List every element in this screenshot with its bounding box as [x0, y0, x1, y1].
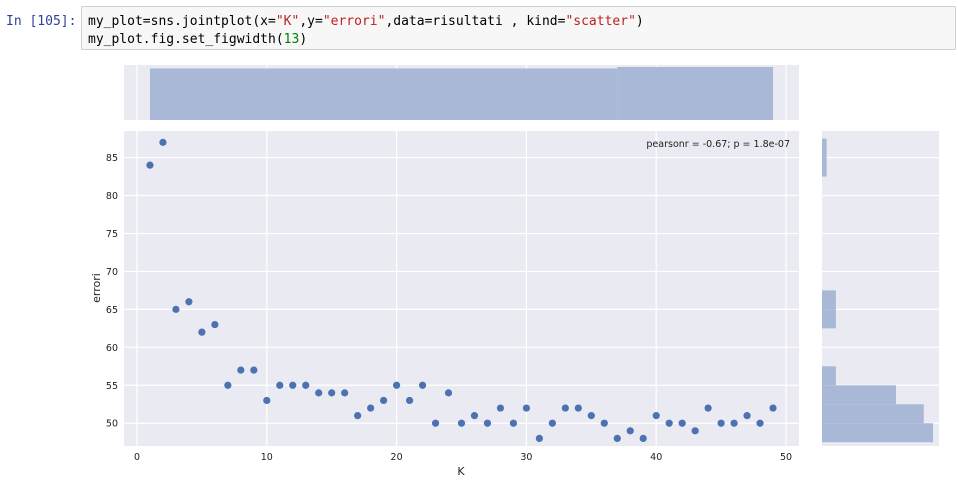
marginal-y-bar: [822, 290, 836, 310]
code-token: "K": [275, 14, 300, 29]
scatter-point: [756, 419, 764, 427]
y-tick-label: 75: [106, 229, 118, 240]
cell-prompt: In [105]:: [6, 14, 77, 29]
scatter-point: [263, 396, 271, 405]
scatter-point: [328, 389, 336, 397]
scatter-point: [678, 419, 686, 427]
scatter-point: [224, 381, 232, 389]
code-token: "scatter": [565, 14, 636, 29]
scatter-point: [276, 381, 284, 389]
scatter-point: [600, 419, 608, 427]
scatter-point: [354, 412, 362, 420]
marginal-y-bar: [822, 309, 836, 329]
scatter-point: [457, 419, 466, 427]
scatter-point: [431, 419, 440, 427]
scatter-point: [574, 404, 582, 412]
scatter-point: [470, 412, 479, 420]
scatter-point: [315, 389, 323, 397]
x-tick-label: 10: [261, 452, 273, 463]
code-line-1[interactable]: my_plot=sns.jointplot(x="K",y="errori",d…: [88, 14, 644, 29]
code-line-2[interactable]: my_plot.fig.set_figwidth(13): [88, 32, 307, 47]
x-tick-label: 40: [650, 452, 662, 463]
scatter-point: [704, 404, 712, 412]
scatter-point: [743, 412, 751, 420]
scatter-point: [250, 366, 258, 374]
scatter-point: [302, 381, 310, 389]
scatter-point: [652, 412, 660, 420]
y-tick-label: 50: [106, 419, 118, 430]
y-tick-label: 55: [106, 381, 118, 392]
scatter-point: [522, 404, 531, 412]
marginal-x-bar: [149, 68, 618, 120]
scatter-point: [665, 419, 673, 427]
scatter-point: [172, 305, 180, 313]
scatter-point: [367, 404, 375, 412]
code-token: ): [635, 14, 644, 29]
x-tick-label: 50: [780, 452, 792, 463]
y-tick-label: 80: [106, 191, 118, 202]
code-token: my_plot.fig.set_figwidth(: [88, 32, 284, 47]
marginal-y-bar: [822, 366, 836, 386]
marginal-x-bar: [617, 67, 774, 120]
scatter-point: [483, 419, 492, 427]
scatter-point: [535, 434, 543, 443]
marginal-y-bar: [822, 385, 896, 405]
code-token: 13: [283, 32, 300, 47]
scatter-point: [146, 161, 154, 169]
scatter-point: [496, 404, 505, 412]
scatter-point: [548, 419, 556, 427]
scatter-point: [626, 427, 634, 435]
x-tick-label: 20: [391, 452, 403, 463]
x-tick-label: 30: [520, 452, 532, 463]
scatter-point: [380, 396, 388, 405]
scatter-point: [639, 434, 647, 443]
scatter-point: [717, 419, 725, 427]
code-token: "errori": [322, 14, 386, 29]
scatter-point: [587, 412, 595, 420]
main-axes: [124, 131, 799, 446]
x-tick-label: 0: [134, 452, 140, 463]
y-tick-label: 85: [106, 153, 118, 164]
code-cell-input[interactable]: my_plot=sns.jointplot(x="K",y="errori",d…: [81, 6, 956, 50]
y-tick-label: 60: [106, 343, 118, 354]
code-token: ): [299, 32, 308, 47]
scatter-point: [730, 419, 738, 427]
marginal-y-bar: [822, 404, 924, 424]
scatter-point: [769, 404, 777, 412]
scatter-point: [392, 381, 401, 389]
y-axis-label: errori: [90, 273, 103, 303]
scatter-point: [444, 389, 453, 397]
scatter-point: [211, 320, 219, 329]
code-token: ,data=risultati , kind=: [385, 14, 566, 29]
marginal-y-bar: [822, 157, 827, 177]
scatter-point: [237, 366, 245, 374]
scatter-point: [691, 427, 699, 435]
x-axis-label: K: [457, 465, 465, 478]
scatter-point: [405, 396, 414, 405]
scatter-point: [185, 298, 193, 306]
code-token: ,y=: [299, 14, 323, 29]
scatter-point: [418, 381, 427, 389]
scatter-point: [341, 389, 349, 397]
scatter-point: [198, 328, 206, 336]
scatter-point: [509, 419, 518, 427]
marginal-y-bar: [822, 423, 933, 443]
code-token: my_plot=sns.jointplot(x=: [88, 14, 276, 29]
scatter-point: [613, 434, 621, 443]
y-tick-label: 70: [106, 267, 118, 278]
scatter-point: [159, 138, 167, 146]
scatter-point: [561, 404, 569, 412]
marginal-y-bar: [822, 138, 827, 158]
pearson-annotation: pearsonr = -0.67; p = 1.8e-07: [646, 139, 790, 150]
y-tick-label: 65: [106, 305, 118, 316]
scatter-point: [289, 381, 297, 389]
